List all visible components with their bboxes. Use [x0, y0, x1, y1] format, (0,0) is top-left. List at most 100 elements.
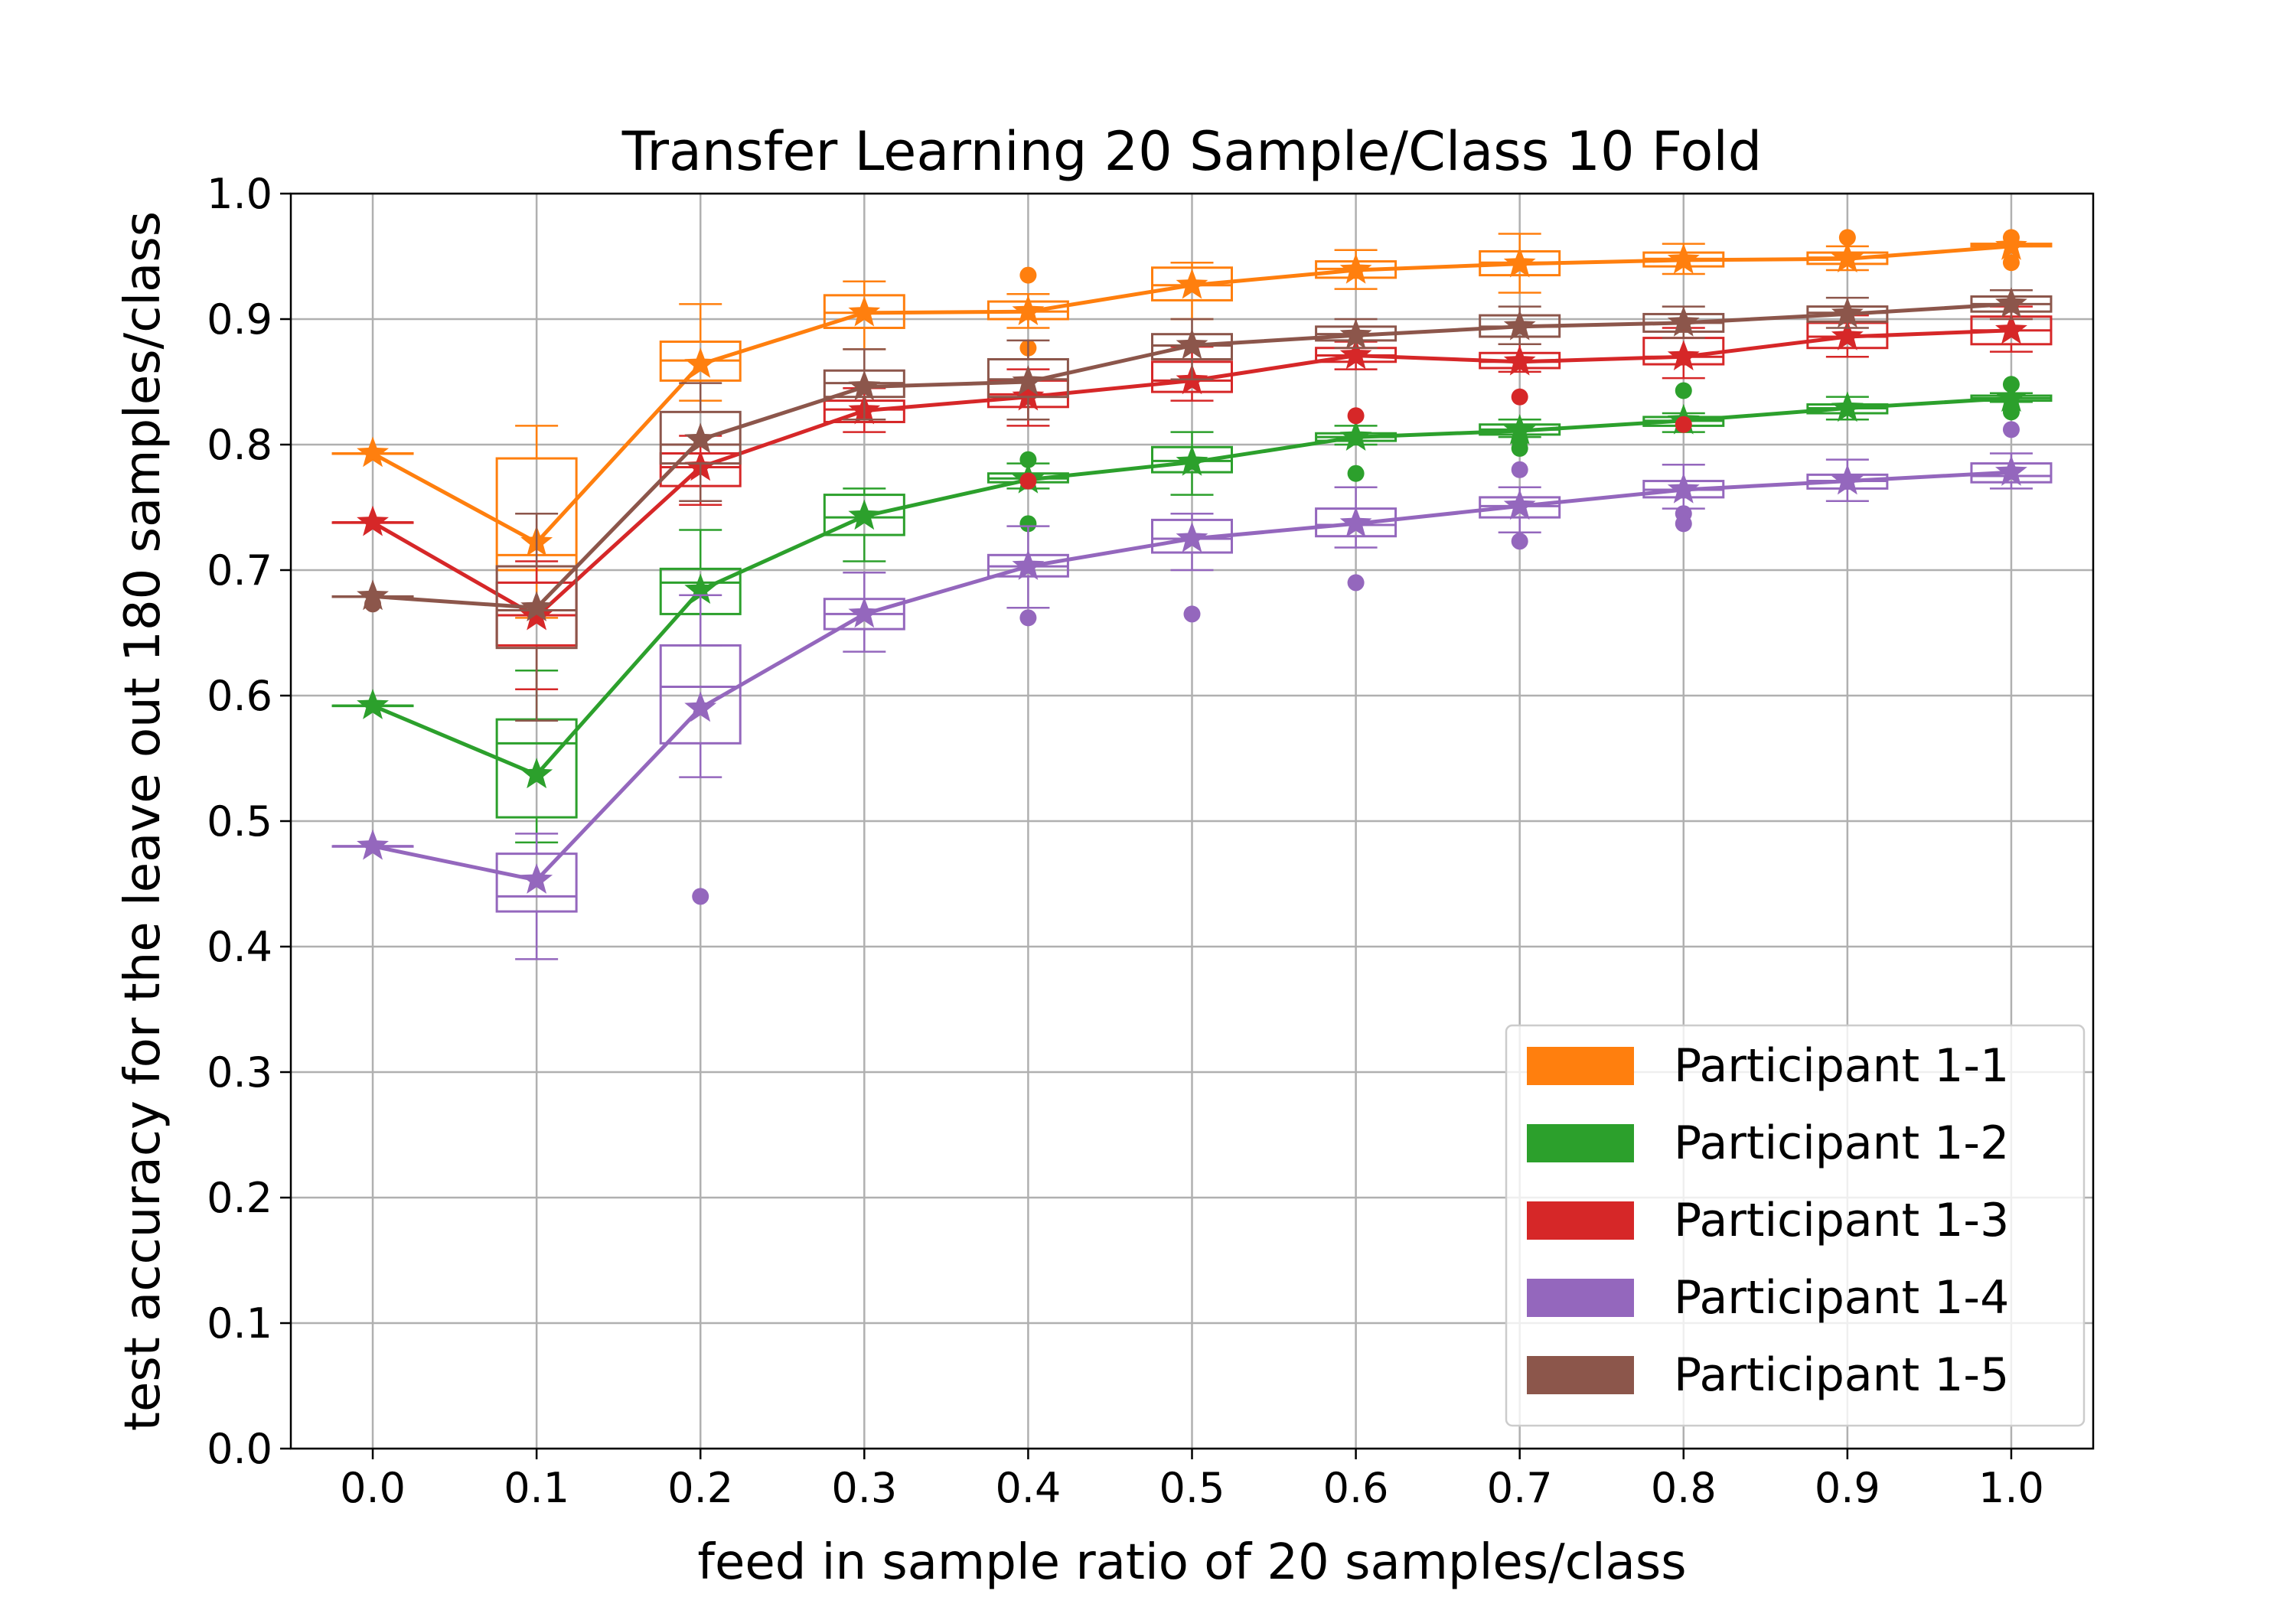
outlier-point	[1019, 266, 1037, 284]
mean-star-marker	[1667, 243, 1700, 274]
x-tick-label: 0.4	[995, 1464, 1061, 1512]
x-tick-label: 0.0	[340, 1464, 406, 1512]
legend-swatch	[1527, 1279, 1634, 1317]
x-axis-label: feed in sample ratio of 20 samples/class	[697, 1534, 1686, 1591]
mean-star-marker	[1995, 229, 2027, 260]
mean-star-marker	[1012, 295, 1045, 325]
mean-star-marker	[357, 579, 389, 611]
mean-star-marker	[1667, 340, 1700, 370]
mean-star-marker	[1012, 380, 1045, 411]
y-tick-label: 0.9	[207, 295, 272, 344]
x-tick-label: 0.7	[1487, 1464, 1553, 1512]
legend-label: Participant 1-4	[1674, 1271, 2009, 1325]
mean-star-marker	[1012, 549, 1045, 580]
outlier-point	[1019, 472, 1037, 490]
x-tick-label: 0.2	[667, 1464, 733, 1512]
mean-star-marker	[1176, 328, 1208, 360]
outlier-point	[1019, 451, 1037, 468]
x-tick-label: 0.3	[831, 1464, 897, 1512]
mean-star-marker	[1995, 287, 2027, 318]
box-plot	[987, 339, 1069, 421]
mean-star-marker	[357, 829, 389, 860]
series-participant-5	[331, 287, 2053, 722]
y-tick-label: 1.0	[207, 170, 272, 218]
x-tick-label: 0.8	[1651, 1464, 1717, 1512]
mean-star-marker	[1667, 305, 1700, 337]
mean-star-marker	[1339, 253, 1372, 284]
box-body	[495, 852, 578, 913]
outlier-point	[1347, 574, 1365, 592]
mean-star-marker	[1503, 246, 1536, 278]
outlier-point	[1511, 388, 1528, 406]
mean-star-marker	[1503, 309, 1536, 341]
legend-label: Participant 1-1	[1674, 1039, 2009, 1093]
box-plot	[495, 512, 578, 722]
box-plot	[659, 594, 742, 778]
outlier-point	[1511, 533, 1528, 550]
mean-star-marker	[357, 505, 389, 536]
x-tick-label: 1.0	[1978, 1464, 2044, 1512]
box-body	[495, 565, 578, 650]
mean-star-marker	[1503, 414, 1536, 445]
mean-star-marker	[520, 591, 553, 621]
y-tick-label: 0.3	[207, 1048, 272, 1097]
legend-swatch	[1527, 1201, 1634, 1240]
mean-star-marker	[1339, 318, 1372, 350]
legend-swatch	[1527, 1124, 1634, 1162]
outlier-point	[692, 888, 709, 905]
mean-star-marker	[848, 295, 881, 327]
mean-star-marker	[684, 691, 717, 722]
legend-swatch	[1527, 1047, 1634, 1085]
plot-series	[331, 229, 2053, 960]
mean-star-marker	[1176, 268, 1208, 299]
y-tick-label: 0.2	[207, 1174, 272, 1222]
axis-ticks: 0.0 0.1 0.2 0.3 0.4 0.5 0.6 0.7 0.8 0.9 1.0 0.0 0.1 0…	[207, 170, 2044, 1512]
y-axis-label: test accuracy for the leave out 180 samp…	[115, 211, 171, 1431]
mean-star-marker	[520, 599, 553, 631]
outlier-point	[1511, 461, 1528, 478]
legend-label: Participant 1-3	[1674, 1194, 2009, 1247]
outlier-point	[1347, 407, 1365, 425]
mean-star-marker	[1995, 455, 2027, 486]
box-body	[987, 357, 1069, 399]
outlier-point	[1675, 416, 1692, 433]
mean-star-marker	[1831, 297, 1864, 328]
mean-star-marker	[1831, 242, 1864, 273]
legend-item: Participant 1-1	[1527, 1039, 2009, 1093]
mean-star-marker	[1831, 320, 1864, 350]
y-tick-label: 0.1	[207, 1299, 272, 1348]
series-participant-4	[331, 421, 2053, 960]
y-tick-label: 0.6	[207, 672, 272, 720]
y-tick-label: 0.0	[207, 1425, 272, 1473]
mean-star-marker	[520, 758, 553, 789]
mean-star-marker	[1339, 420, 1372, 451]
box-body	[1151, 266, 1233, 302]
mean-star-marker	[1831, 464, 1864, 495]
legend-item: Participant 1-5	[1527, 1348, 2009, 1402]
legend-item: Participant 1-4	[1527, 1271, 2009, 1325]
mean-star-marker	[848, 370, 881, 401]
x-tick-label: 0.9	[1815, 1464, 1880, 1512]
outlier-point	[1675, 382, 1692, 399]
mean-star-marker	[1176, 445, 1208, 476]
mean-star-marker	[1176, 522, 1208, 553]
legend: Participant 1-1 Participant 1-2 Participan…	[1505, 1024, 2086, 1427]
legend-item: Participant 1-3	[1527, 1194, 2009, 1247]
mean-star-marker	[1339, 338, 1372, 370]
x-tick-label: 0.5	[1159, 1464, 1225, 1512]
y-tick-label: 0.5	[207, 797, 272, 846]
mean-star-marker	[1667, 473, 1700, 504]
legend-item: Participant 1-2	[1527, 1116, 2009, 1170]
mean-star-marker	[520, 863, 553, 894]
legend-label: Participant 1-2	[1674, 1116, 2009, 1170]
outlier-point	[1675, 515, 1692, 533]
y-tick-label: 0.7	[207, 546, 272, 595]
mean-star-marker	[357, 436, 389, 468]
outlier-point	[1019, 515, 1037, 533]
chart-title: Transfer Learning 20 Sample/Class 10 Fol…	[621, 120, 1762, 183]
mean-star-marker	[1831, 391, 1864, 422]
outlier-point	[2002, 421, 2020, 438]
outlier-point	[1838, 229, 1856, 246]
x-tick-label: 0.1	[504, 1464, 569, 1512]
